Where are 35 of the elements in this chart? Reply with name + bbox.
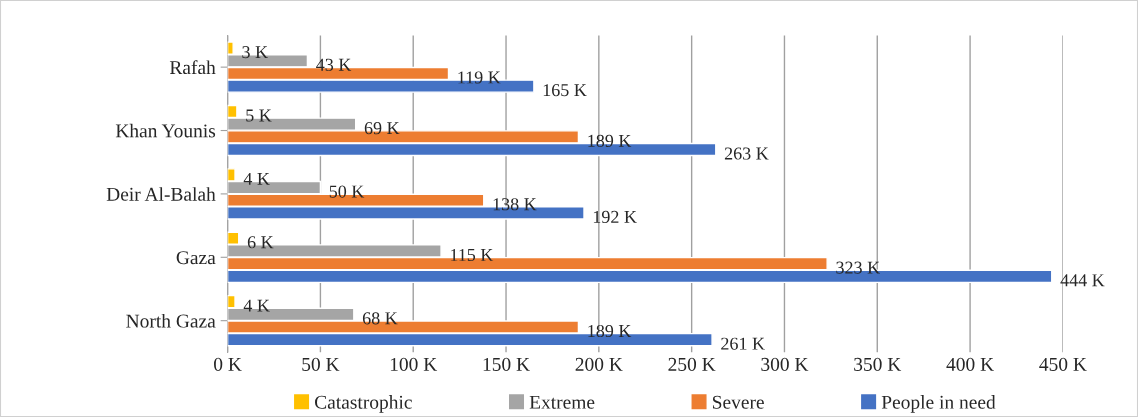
data-label: 68 K <box>362 312 398 325</box>
data-label: 323 K <box>836 261 880 274</box>
data-label: 138 K <box>493 198 537 211</box>
legend-label: Extreme <box>529 395 595 409</box>
x-tick-label: 400 K <box>946 357 994 371</box>
data-label: 4 K <box>243 172 270 185</box>
data-label: 69 K <box>364 122 400 135</box>
y-tick-label: Gaza <box>176 251 216 265</box>
x-tick-label: 0 K <box>214 357 242 371</box>
data-label: 119 K <box>458 71 501 84</box>
x-tick-label: 50 K <box>302 357 340 371</box>
y-tick-label: Deir Al-Balah <box>106 187 216 201</box>
data-label: 261 K <box>721 337 765 350</box>
y-tick-label: Khan Younis <box>115 123 216 138</box>
legend-label: Catastrophic <box>315 395 412 413</box>
x-tick-label: 100 K <box>390 357 438 371</box>
data-label: 5 K <box>246 109 272 122</box>
x-tick-label: 150 K <box>483 357 530 371</box>
x-tick-label: 300 K <box>761 357 809 371</box>
data-label: 444 K <box>1060 274 1105 287</box>
data-label: 3 K <box>242 46 268 59</box>
data-label: 4 K <box>243 299 270 312</box>
x-tick-label: 350 K <box>854 357 902 371</box>
legend-label: Severe <box>712 395 764 409</box>
x-tick-label: 450 K <box>1039 357 1087 371</box>
y-tick-label: North Gaza <box>126 313 216 328</box>
x-tick-label: 250 K <box>668 357 716 371</box>
data-label: 50 K <box>329 185 365 198</box>
data-label: 263 K <box>724 147 769 160</box>
legend-label: People in need <box>881 395 996 413</box>
y-tick-label: Rafah <box>169 60 216 75</box>
data-label: 165 K <box>543 84 587 97</box>
data-label: 6 K <box>247 236 274 249</box>
data-label: 192 K <box>593 210 637 223</box>
x-tick-label: 200 K <box>575 357 623 371</box>
